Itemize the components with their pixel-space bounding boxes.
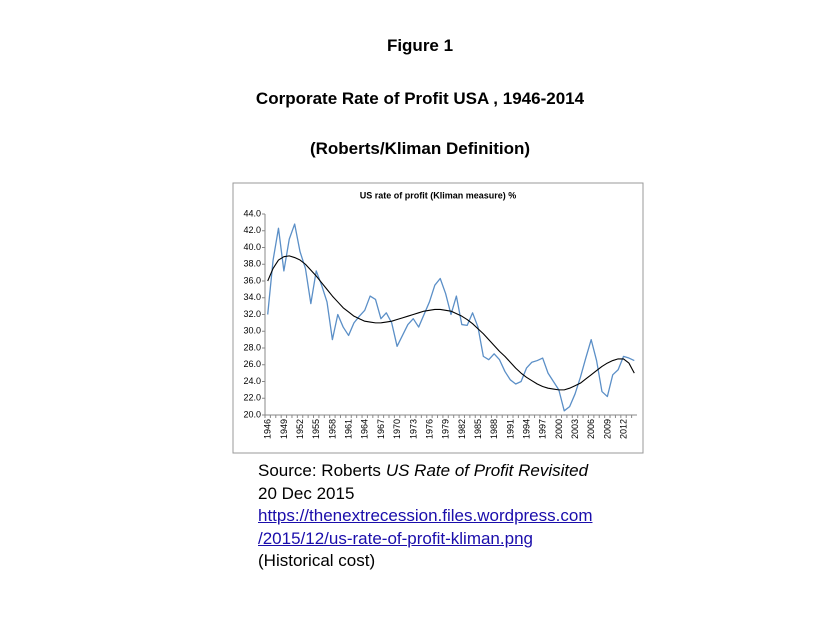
chart-frame (232, 182, 644, 454)
x-tick-label: 2003 (570, 419, 580, 439)
source-date: 20 Dec 2015 (258, 483, 355, 503)
x-tick-label: 1994 (521, 419, 531, 439)
x-tick-label: 2000 (554, 419, 564, 439)
y-tick-label: 42.0 (243, 225, 261, 235)
source-work: US Rate of Profit Revisited (385, 461, 589, 480)
y-tick-label: 24.0 (243, 376, 261, 386)
source: Source: Roberts US Rate of Profit Revisit… (258, 460, 592, 573)
x-tick-label: 2012 (619, 419, 629, 439)
subheading: (Roberts/Kliman Definition) (309, 139, 531, 158)
y-tick-label: 28.0 (243, 342, 261, 352)
source-prefix: Source: Roberts (258, 461, 381, 480)
x-tick-label: 2009 (602, 419, 612, 439)
x-tick-label: 1979 (441, 419, 451, 439)
x-tick-label: 1949 (279, 419, 289, 439)
source-link[interactable]: https://thenextrecession.files.wordpress… (258, 506, 593, 525)
y-tick-label: 22.0 (243, 393, 261, 403)
y-tick-label: 40.0 (243, 242, 261, 252)
chart-title: US rate of profit (Kliman measure) % (360, 190, 517, 200)
x-tick-label: 1973 (408, 419, 418, 439)
y-tick-label: 36.0 (243, 275, 261, 285)
y-tick-label: 20.0 (243, 409, 261, 419)
x-tick-label: 2006 (586, 419, 596, 439)
y-tick-label: 34.0 (243, 292, 261, 302)
y-tick-label: 32.0 (243, 309, 261, 319)
x-tick-label: 1946 (263, 419, 273, 439)
y-tick-label: 26.0 (243, 359, 261, 369)
x-tick-label: 1985 (473, 419, 483, 439)
series-line (267, 255, 635, 391)
source-note: (Historical cost) (258, 551, 376, 570)
x-tick-label: 1967 (376, 419, 386, 439)
y-tick-label: 44.0 (243, 208, 261, 218)
x-tick-label: 1961 (344, 419, 354, 439)
x-tick-label: 1958 (327, 419, 337, 439)
figure-label: Figure 1 (386, 36, 454, 55)
series-line (267, 223, 635, 412)
x-tick-label: 1952 (295, 419, 305, 439)
source-link[interactable]: /2015/12/us-rate-of-profit-kliman.png (258, 528, 533, 548)
x-tick-label: 1970 (392, 419, 402, 439)
x-tick-label: 1964 (360, 419, 370, 439)
x-tick-label: 1955 (311, 419, 321, 439)
x-tick-label: 1991 (505, 419, 515, 439)
heading: Corporate Rate of Profit USA , 1946-2014 (255, 89, 585, 108)
y-tick-label: 38.0 (243, 259, 261, 269)
source-line: Source: Roberts US Rate of Profit Revisit… (258, 460, 592, 483)
x-tick-label: 1988 (489, 419, 499, 439)
x-tick-label: 1976 (424, 419, 434, 439)
y-tick-label: 30.0 (243, 326, 261, 336)
x-tick-label: 1997 (538, 419, 548, 439)
x-tick-label: 1982 (457, 419, 467, 439)
